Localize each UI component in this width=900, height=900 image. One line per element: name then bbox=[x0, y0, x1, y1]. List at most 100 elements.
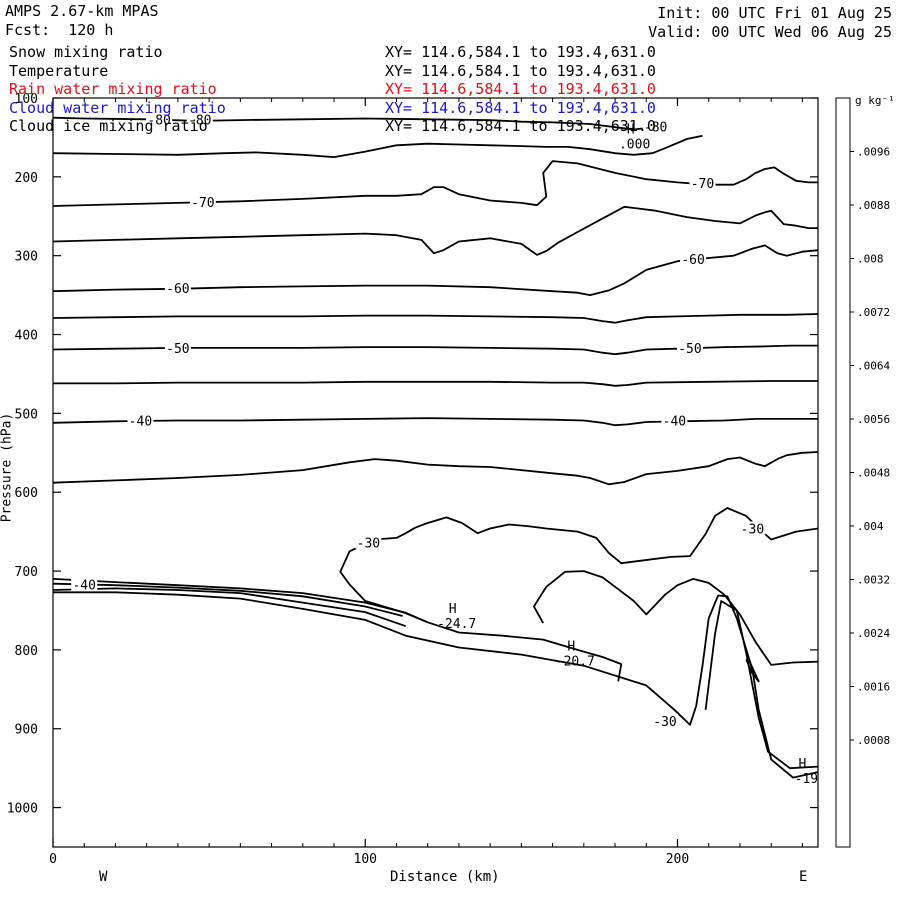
legend-entry-xy: XY= 114.6,584.1 to 193.4,631.0 bbox=[385, 98, 656, 117]
colorbar-frame bbox=[835, 97, 851, 848]
colorbar-tick-label: .0008 bbox=[857, 734, 890, 747]
contour-label-bg bbox=[661, 413, 688, 427]
contour-label: -30 bbox=[653, 715, 676, 730]
y-tick-label: 1000 bbox=[7, 802, 38, 817]
y-axis-label: Pressure (hPa) bbox=[0, 412, 15, 523]
legend-entry-name: Cloud water mixing ratio bbox=[9, 98, 226, 117]
legend-entry-name: Snow mixing ratio bbox=[9, 43, 163, 61]
y-tick-label: 900 bbox=[15, 723, 38, 738]
contour-label-bg bbox=[71, 577, 98, 591]
high-marker-value: .000 bbox=[619, 137, 650, 152]
contour-label: -40 bbox=[129, 414, 152, 429]
contour-label: -80 bbox=[147, 113, 170, 128]
legend-entry-xy: XY= 114.6,584.1 to 193.4,631.0 bbox=[385, 80, 656, 98]
high-marker-h: H bbox=[567, 640, 575, 655]
x-axis-label: Distance (km) bbox=[390, 869, 500, 885]
temperature-contour bbox=[53, 380, 818, 387]
contour-label: -30 bbox=[357, 537, 380, 552]
temperature-contour bbox=[52, 578, 623, 682]
contour-label-bg bbox=[739, 521, 766, 535]
y-tick-label: 600 bbox=[15, 486, 38, 501]
colorbar-tick-label: .0072 bbox=[857, 306, 890, 319]
temperature-contour bbox=[52, 417, 818, 427]
colorbar-tick-label: .0016 bbox=[857, 681, 890, 694]
high-marker-value: -19 bbox=[795, 772, 818, 787]
colorbar-tick-label: .0056 bbox=[857, 413, 890, 426]
colorbar-tick-label: .004 bbox=[857, 520, 884, 533]
colorbar-tick-label: .008 bbox=[857, 253, 884, 266]
contour-label: -70 bbox=[691, 177, 714, 192]
colorbar-tick-label: .0024 bbox=[857, 627, 890, 640]
model-title: AMPS 2.67-km MPAS bbox=[5, 2, 159, 20]
y-tick-label: 200 bbox=[15, 171, 38, 186]
temperature-contour bbox=[52, 587, 407, 628]
temperature-contour bbox=[52, 582, 403, 617]
contour-label-bg bbox=[652, 713, 678, 727]
legend-entry-name: Temperature bbox=[9, 61, 109, 80]
temperature-contour bbox=[52, 205, 818, 256]
colorbar-units: g kg⁻¹ bbox=[855, 94, 895, 107]
high-marker-value: -24.7 bbox=[437, 617, 476, 632]
x-east-label: E bbox=[799, 869, 808, 885]
y-tick-label: 800 bbox=[15, 644, 38, 659]
contour-label-bg bbox=[146, 112, 173, 126]
temperature-contour bbox=[53, 591, 819, 779]
x-tick-label: 100 bbox=[354, 852, 377, 867]
colorbar-tick-label: .0064 bbox=[857, 360, 890, 373]
forecast-hour: Fcst: 120 h bbox=[5, 21, 114, 39]
colorbar-tick-label: .0088 bbox=[857, 199, 890, 212]
contour-label-bg bbox=[676, 340, 703, 354]
colorbar-tick-label: .0096 bbox=[857, 146, 890, 159]
contour-label: -40 bbox=[663, 414, 686, 429]
high-marker-h: H bbox=[449, 602, 457, 617]
high-marker-h: H bbox=[798, 757, 806, 772]
legend-entry-xy: XY= 114.6,584.1 to 193.4,631.0 bbox=[385, 43, 656, 61]
valid-time: Valid: 00 UTC Wed 06 Aug 25 bbox=[648, 23, 892, 41]
temperature-contour bbox=[52, 313, 819, 324]
contour-label: -80 bbox=[188, 113, 211, 128]
contour-label-bg bbox=[164, 281, 191, 295]
high-marker-value: -20.7 bbox=[556, 655, 595, 670]
contour-label-bg bbox=[680, 251, 707, 265]
contour-label: -50 bbox=[678, 342, 701, 357]
contour-label-bg bbox=[189, 195, 216, 209]
temperature-contour bbox=[533, 570, 819, 666]
contour-label-bg bbox=[642, 119, 669, 133]
contour-label-bg bbox=[689, 176, 716, 190]
plot-frame bbox=[52, 97, 819, 848]
y-tick-label: 100 bbox=[15, 92, 38, 107]
x-tick-label: 0 bbox=[49, 852, 57, 867]
temperature-contour bbox=[52, 244, 819, 296]
y-tick-label: 400 bbox=[15, 329, 38, 344]
temperature-contour bbox=[52, 451, 819, 486]
x-west-label: W bbox=[99, 869, 108, 885]
colorbar-tick-label: .0048 bbox=[857, 467, 890, 480]
temperature-contour bbox=[52, 160, 818, 207]
temperature-contour bbox=[52, 344, 818, 356]
contour-label-bg bbox=[355, 535, 382, 549]
contour-label: -60 bbox=[681, 253, 704, 268]
contour-label-bg bbox=[127, 413, 154, 427]
plot-area bbox=[53, 98, 818, 847]
legend-entry-xy: XY= 114.6,584.1 to 193.4,631.0 bbox=[385, 61, 656, 80]
temperature-contour bbox=[52, 134, 703, 158]
colorbar-tick-label: .0032 bbox=[857, 574, 890, 587]
y-tick-label: 700 bbox=[15, 565, 38, 580]
contour-label: -80 bbox=[644, 120, 667, 135]
colorbar: .0096 .0088 .008 .0072 .0064 .0056 .0048 .004 .0… bbox=[835, 94, 895, 848]
legend-entry-name: Rain water mixing ratio bbox=[9, 80, 217, 98]
legend-entry-xy: XY= 114.6,584.1 to 193.4,631.0 bbox=[385, 117, 656, 135]
contour-label: -60 bbox=[166, 282, 189, 297]
temperature-contour bbox=[704, 600, 819, 770]
contour-label-bg bbox=[164, 340, 191, 354]
y-tick-label: 300 bbox=[15, 250, 38, 265]
high-marker-h: H bbox=[627, 122, 635, 137]
temperature-contour bbox=[745, 659, 760, 683]
contour-label: -50 bbox=[166, 342, 189, 357]
contour-label: -70 bbox=[191, 196, 214, 211]
contour-label: -30 bbox=[741, 522, 764, 537]
contour-label-bg bbox=[186, 112, 213, 126]
x-tick-label: 200 bbox=[666, 852, 689, 867]
init-time: Init: 00 UTC Fri 01 Aug 25 bbox=[657, 4, 892, 22]
